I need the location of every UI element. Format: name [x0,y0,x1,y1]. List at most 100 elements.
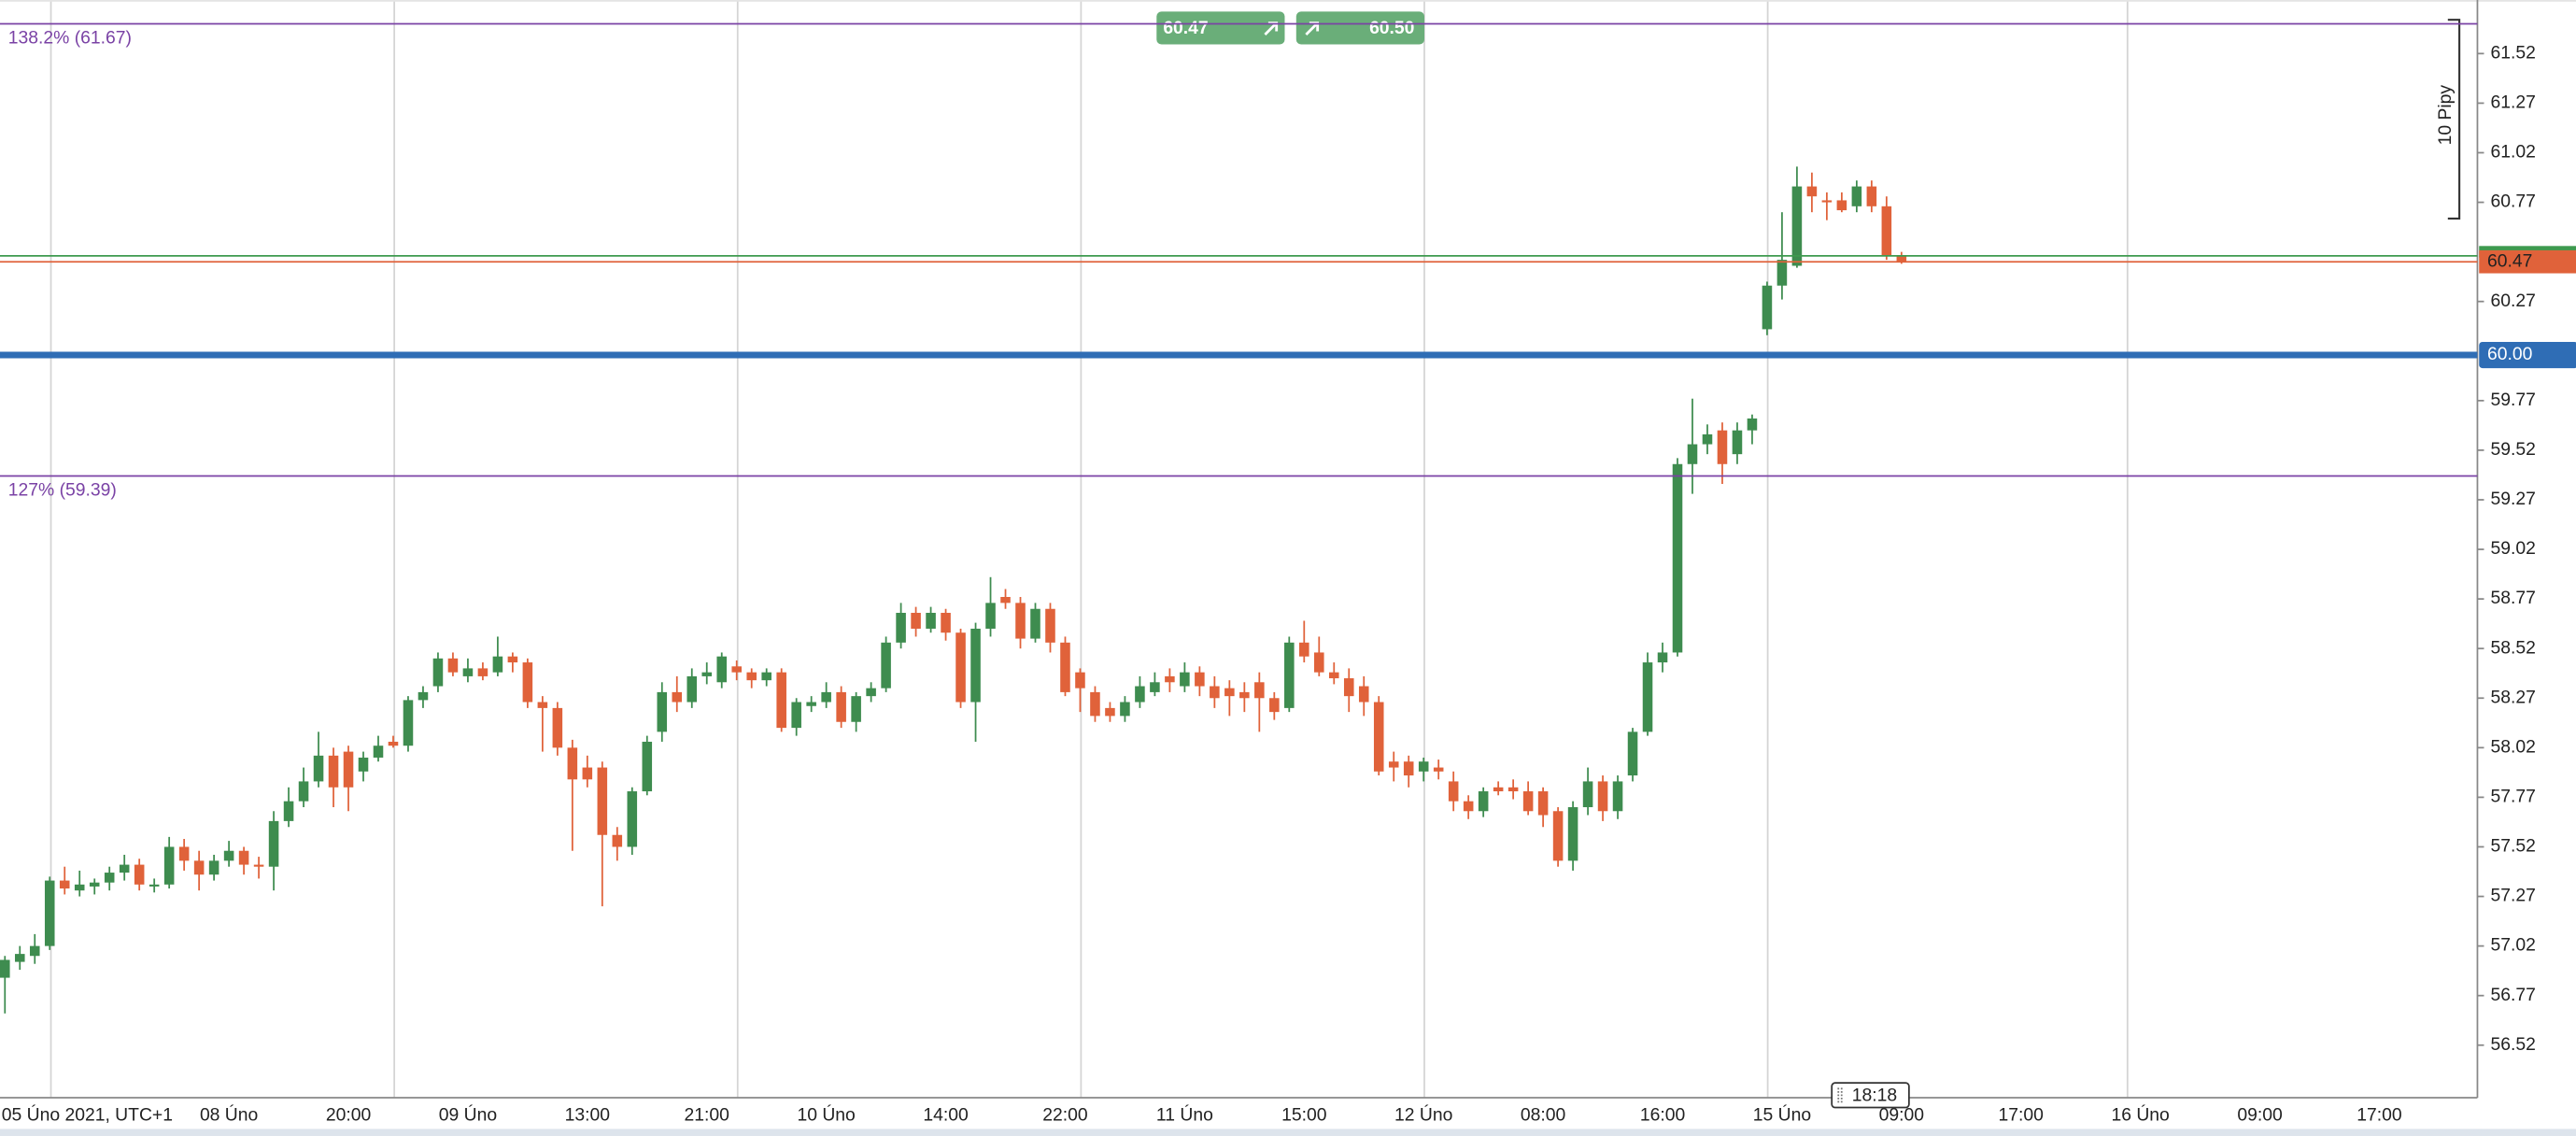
alert-tag [2479,341,2576,369]
x-tick-label: 13:00 [565,1104,610,1125]
candle-body [1657,652,1668,663]
candle-body [1836,200,1847,211]
x-tick-label: 16:00 [1640,1104,1685,1125]
plot [0,166,1907,1014]
candle-body [1105,707,1115,717]
candle-body [119,864,130,873]
candle-body [1537,791,1549,816]
candle-body [1821,200,1833,203]
candle-body [462,668,474,676]
candle-body [746,672,757,681]
candle-body [672,691,683,703]
candle-body [1075,672,1085,689]
y-tick-label: 61.02 [2491,142,2536,163]
fib-label: 127% (59.39) [8,479,117,500]
candle-body [268,820,279,867]
candle-body [806,702,816,706]
y-tick-label: 57.02 [2491,935,2536,956]
candle-body [1045,608,1055,643]
y-tick-label: 56.77 [2491,985,2536,1005]
x-tick-label: 21:00 [685,1104,729,1125]
candle-body [44,880,55,946]
candle-body [1284,642,1295,708]
candle-body [1180,672,1190,687]
sell-button[interactable] [1156,11,1285,45]
candle-body [403,700,414,746]
candle-body [1210,686,1220,699]
candle-body [1239,691,1250,699]
candle-body [1150,682,1160,692]
candle-body [507,656,518,663]
candle-body [1478,791,1489,812]
candle-body [477,668,488,676]
candle-body [1165,675,1175,683]
x-tick-label: 08 Úno [200,1103,258,1125]
candle-body [1806,186,1818,197]
candle-body [1403,761,1414,776]
candle-body [821,691,831,703]
candle-body [941,612,951,633]
x-tick-label: 08:00 [1521,1104,1565,1125]
candle-body [552,707,563,748]
y-tick-label: 58.02 [2491,736,2536,757]
candle-body [522,662,533,703]
candle-body [1507,787,1519,792]
sell-price: 60.47 [1163,18,1208,38]
candle-body [358,757,369,772]
cursor-time: 18:18 [1831,1082,1910,1109]
candle-body [1851,186,1862,206]
x-tick-label: 16 Úno [2111,1103,2169,1125]
candle-body [1314,652,1324,673]
candle-body [1269,698,1280,713]
y-tick-label: 56.52 [2491,1034,2536,1055]
candle-body [1090,691,1100,717]
candle-body [59,880,70,889]
candle-body [1493,787,1504,792]
candle-body [163,846,175,885]
y-tick-label: 59.27 [2491,489,2536,509]
y-tick-label: 59.52 [2491,439,2536,460]
candle-body [1522,791,1534,812]
ruler-label: 10 Pipy [2435,85,2456,146]
candle-body [89,882,100,887]
candle-body [253,864,264,867]
candle-body [1060,642,1070,692]
x-tick-label: 22:00 [1042,1104,1087,1125]
x-tick-label: 17:00 [2357,1104,2401,1125]
bid-tag [2479,249,2576,274]
x-tick-label: 15 Úno [1753,1103,1811,1125]
ruler-bracket [2447,19,2461,220]
candle-body [178,846,190,861]
candle-body [223,850,234,861]
x-tick-label: 09 Úno [439,1103,497,1125]
candle-body [851,696,861,722]
y-tick-label: 59.77 [2491,390,2536,410]
candle-body [1762,285,1773,330]
candle-body [537,702,548,708]
x-tick-label: 09:00 [1879,1104,1924,1125]
candle-body [0,959,10,978]
fib-label: 138.2% (61.67) [8,27,132,48]
candle-body [1433,767,1444,772]
x-tick-label: 17:00 [1999,1104,2044,1125]
x-tick-label: 15:00 [1281,1104,1326,1125]
candle-body [14,954,25,962]
candle-body [1328,672,1339,679]
alert-label: 60.00 [2487,344,2532,364]
candle-body [1120,702,1130,717]
bid-label: 60.47 [2487,250,2532,271]
candle-body [701,672,713,676]
candle-body [1015,603,1026,639]
buy-button[interactable] [1295,11,1424,45]
candle-body [447,658,459,673]
candle-body [1358,686,1369,703]
y-tick-label: 57.52 [2491,836,2536,857]
candle-body [776,672,786,729]
candle-body [582,767,593,780]
candle-body [1687,444,1698,464]
candle-body [791,702,801,729]
candle-body [149,884,160,887]
